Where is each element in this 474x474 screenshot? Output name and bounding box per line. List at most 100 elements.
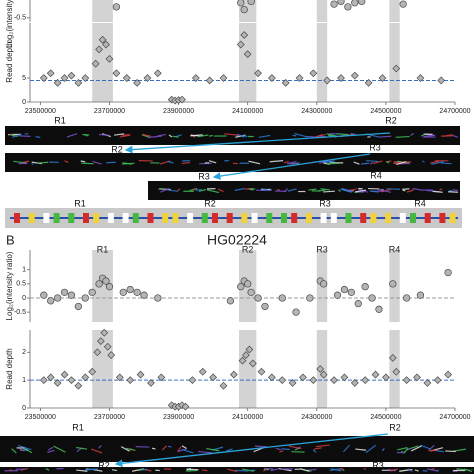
region-label: R3 (316, 244, 328, 254)
signal (9, 469, 13, 472)
signal (113, 133, 125, 136)
data-point (437, 76, 446, 85)
highlight-region (316, 23, 328, 102)
site (83, 213, 89, 223)
signal (76, 447, 82, 453)
data-point (126, 376, 135, 385)
signal (142, 133, 152, 137)
data-point (416, 291, 425, 299)
panel-label: B (6, 232, 15, 247)
site (291, 213, 298, 223)
signal (126, 447, 136, 452)
signal (440, 162, 452, 165)
x-tick-label: 24100000 (232, 108, 263, 115)
data-point (229, 370, 238, 379)
data-point (330, 376, 338, 385)
data-point (91, 59, 100, 68)
data-point (254, 294, 262, 302)
signal (452, 448, 466, 452)
data-point (126, 285, 134, 294)
data-point (74, 78, 83, 87)
signal (120, 446, 130, 452)
data-point (105, 55, 114, 63)
signal (195, 189, 203, 191)
signal (18, 444, 29, 450)
signal (141, 468, 148, 471)
signal (430, 160, 440, 164)
data-point (88, 288, 96, 297)
site (14, 213, 20, 223)
data-point (344, 3, 352, 11)
signal (224, 133, 239, 136)
data-point (122, 74, 131, 82)
signal (432, 190, 443, 193)
signal (76, 469, 88, 472)
data-point (53, 78, 62, 87)
signal (365, 444, 377, 454)
data-point (292, 308, 300, 316)
data-point (95, 280, 103, 288)
signal (288, 162, 300, 165)
site (370, 213, 377, 223)
site (172, 213, 179, 223)
signal (318, 161, 325, 164)
signal (324, 160, 336, 164)
y-tick-label: 0 (22, 405, 26, 412)
signal (260, 187, 270, 192)
map-label: R2 (98, 460, 110, 470)
signal (198, 189, 206, 192)
signal (269, 160, 284, 163)
highlight-region (389, 23, 400, 102)
data-point (288, 379, 297, 387)
signal (427, 468, 439, 472)
map-label: R4 (414, 198, 426, 208)
signal (330, 468, 342, 472)
map-label: R1 (74, 198, 86, 208)
highlight-region (316, 0, 328, 22)
signal (81, 162, 94, 165)
signal (323, 190, 335, 193)
signal (314, 447, 322, 450)
signal (206, 189, 219, 194)
data-point (351, 0, 359, 7)
data-point (191, 74, 200, 82)
signal (92, 160, 102, 165)
y-tick-label: -0.5 (14, 309, 26, 316)
signal (281, 448, 290, 451)
signal (181, 161, 191, 165)
y-tick-label: -0.5 (14, 15, 26, 22)
data-point (247, 288, 255, 297)
signal (326, 133, 338, 137)
data-point (337, 0, 345, 6)
site (28, 213, 35, 223)
data-point (98, 35, 107, 44)
signal (292, 134, 297, 137)
data-point (444, 370, 452, 379)
data-point (67, 71, 76, 80)
signal (119, 134, 131, 138)
data-point (358, 0, 366, 6)
signal (353, 161, 360, 165)
signal (217, 188, 224, 193)
signal (410, 445, 422, 452)
data-point (416, 74, 425, 82)
data-point (433, 376, 442, 385)
optical-map-strip (5, 126, 460, 145)
data-point (323, 76, 332, 85)
optical-signals (4, 444, 473, 473)
signal (244, 187, 252, 190)
site (187, 213, 194, 223)
data-point (254, 69, 262, 78)
data-point (247, 0, 255, 6)
map-label: R2 (111, 144, 123, 154)
signal (22, 448, 28, 452)
data-point (368, 294, 376, 302)
data-point (112, 69, 121, 78)
site (251, 213, 258, 223)
data-point (240, 5, 248, 14)
signal (181, 445, 187, 449)
y-axis-label: Log₂(intensity ratio) (5, 251, 14, 320)
site (266, 213, 273, 223)
signal (235, 469, 249, 472)
